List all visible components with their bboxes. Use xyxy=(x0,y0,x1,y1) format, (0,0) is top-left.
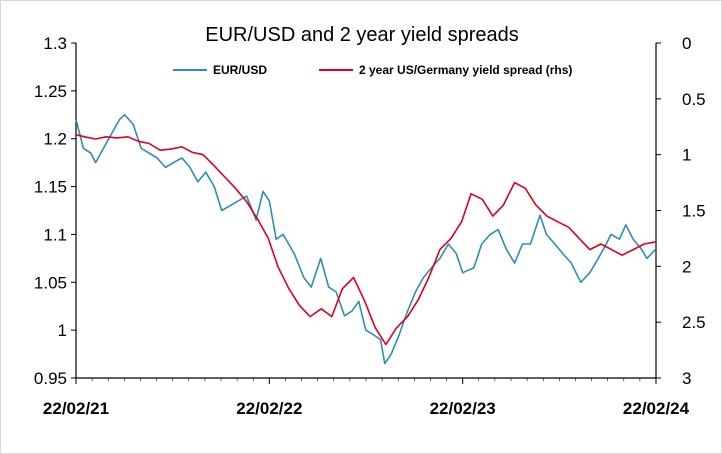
y-left-tick-label: 1.15 xyxy=(34,178,67,197)
y-right-tick-label: 3 xyxy=(682,369,691,388)
legend-label: EUR/USD xyxy=(213,63,267,77)
y-left-tick-label: 1.05 xyxy=(34,273,67,292)
chart-title: EUR/USD and 2 year yield spreads xyxy=(205,24,518,46)
legend-label: 2 year US/Germany yield spread (rhs) xyxy=(359,63,572,77)
y-left-tick-label: 1.2 xyxy=(43,130,67,149)
y-right-tick-label: 2 xyxy=(682,257,691,276)
y-left-tick-label: 1.1 xyxy=(43,225,67,244)
x-tick-label: 22/02/23 xyxy=(430,399,496,418)
y-right-tick-label: 2.5 xyxy=(682,313,706,332)
y-left-tick-label: 0.95 xyxy=(34,369,67,388)
x-tick-label: 22/02/22 xyxy=(236,399,302,418)
y-left-tick-label: 1.25 xyxy=(34,82,67,101)
series-line-eurusd xyxy=(75,114,657,365)
axes: 0.95 1 1.05 1.1 1.15 1.2 1.25 1.3 0 0.5 1 1.5 2 2.5 3 2… xyxy=(34,34,706,418)
x-tick-label: 22/02/21 xyxy=(43,399,109,418)
series-layer xyxy=(75,114,657,365)
y-right-tick-label: 0.5 xyxy=(682,90,706,109)
x-tick-label: 22/02/24 xyxy=(623,399,690,418)
y-right-tick-label: 1 xyxy=(682,146,691,165)
y-left-tick-label: 1.3 xyxy=(43,34,67,53)
legend: EUR/USD 2 year US/Germany yield spread (r… xyxy=(173,63,572,77)
y-right-tick-label: 1.5 xyxy=(682,202,706,221)
series-line-yield-spread xyxy=(75,133,657,346)
y-right-tick-label: 0 xyxy=(682,34,691,53)
y-left-tick-label: 1 xyxy=(58,321,67,340)
